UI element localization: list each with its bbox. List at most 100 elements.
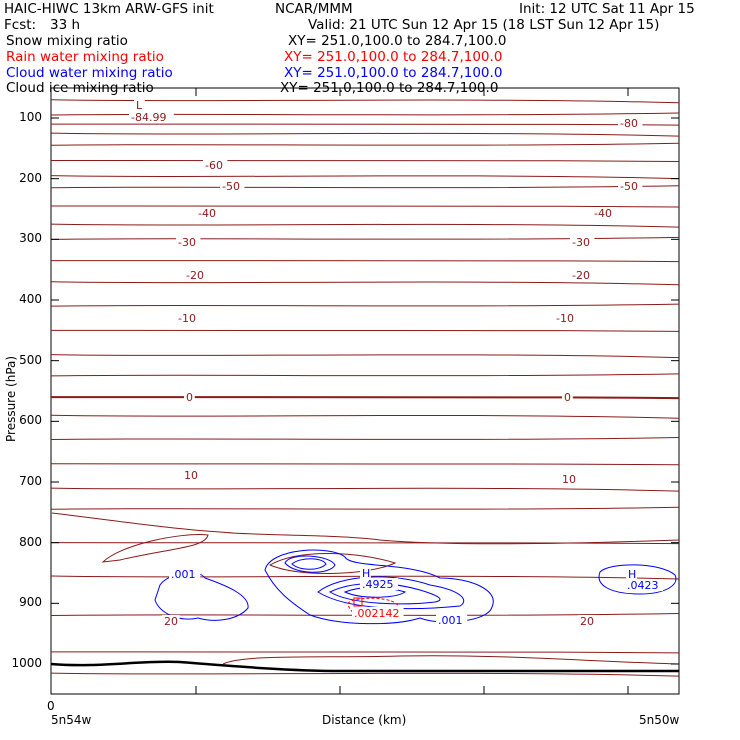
cloud-water-contour: [154, 572, 249, 621]
cloud-water-max-label: .4925: [362, 578, 394, 591]
cloud-water-max-label-bg: [360, 578, 398, 590]
isotherm-label: -10: [178, 312, 196, 325]
y-tick-label: 400: [19, 292, 42, 306]
isotherm-label: -60: [205, 159, 223, 172]
isotherm-label: 20: [580, 615, 594, 628]
y-tick-label: 900: [19, 595, 42, 610]
isotherm-label: 10: [562, 473, 576, 486]
isotherm-label-bg: [203, 159, 228, 171]
isotherm-label: -84.99: [131, 111, 166, 124]
isotherm-label: -20: [572, 269, 590, 282]
isotherm-line-700: [51, 512, 680, 545]
y-tick-label: 700: [19, 474, 42, 488]
isotherm-label: 0: [186, 391, 193, 404]
model-title: HAIC-HIWC 13km ARW-GFS init: [4, 1, 214, 17]
closed-contour: [268, 553, 397, 574]
high-marker-bg: [360, 567, 371, 579]
cloud-water-label: .001: [438, 614, 463, 627]
high-marker: H: [628, 568, 636, 581]
isotherm-line: [50, 506, 680, 510]
isotherm-label-bg: [560, 473, 578, 485]
isotherm-line: [50, 575, 680, 580]
isotherm-label: -50: [620, 180, 638, 193]
isotherm-label-bg: [182, 469, 200, 481]
x-end-label: 5n50w: [639, 713, 680, 727]
isotherm-label-bg: [176, 312, 201, 324]
high-marker: H: [362, 567, 370, 580]
field-rain-xy: XY= 251.0,100.0 to 284.7,100.0: [284, 49, 503, 65]
isotherm-label: -30: [572, 236, 590, 249]
low-marker: L: [136, 99, 143, 112]
isotherm-label-bg: [184, 269, 209, 281]
y-tick-label: 200: [19, 170, 42, 185]
isotherm-label-bg: [592, 207, 617, 219]
isotherm-line: [50, 437, 680, 441]
y-axis-title: Pressure (hPa): [4, 355, 18, 442]
y-tick-label: 600: [19, 413, 42, 428]
y-tick-label: 800: [19, 534, 42, 549]
isotherm-line: [50, 463, 680, 466]
terrain-line: [50, 660, 679, 673]
isotherm-label: 0: [564, 391, 571, 404]
low-marker-bg: [134, 99, 145, 111]
isotherm-line: [50, 132, 680, 137]
valid-time: Valid: 21 UTC Sun 12 Apr 15 (18 LST Sun …: [308, 17, 660, 33]
init-time: Init: 12 UTC Sat 11 Apr 15: [519, 1, 695, 17]
cloud-water-max-label-bg: [625, 579, 663, 591]
isotherm-line: [50, 142, 680, 146]
rain-max-label: .002142: [354, 607, 400, 620]
isotherm-label-bg: [570, 236, 595, 248]
x-axis-title: Distance (km): [322, 713, 407, 727]
isotherm-line: [50, 112, 680, 116]
temperature-contours: [50, 99, 680, 677]
isotherm-line: [50, 260, 680, 263]
isotherm-label-bg: [618, 180, 643, 192]
rain-marker: [353, 597, 363, 607]
isotherm-label-bg: [220, 180, 245, 192]
isotherm-line: [50, 185, 680, 189]
isotherm-label-bg: [162, 615, 180, 627]
isotherm-line: [50, 651, 680, 654]
isotherm-line: [50, 373, 680, 377]
isotherm-label: -80: [620, 117, 638, 130]
isotherm-label-bg: [618, 117, 643, 129]
axis-ticks: [50, 88, 679, 694]
isotherm-label: 10: [184, 469, 198, 482]
cloud-water-label-bg: [436, 614, 468, 626]
isotherm-line: [50, 487, 680, 492]
cloud-water-contour: [284, 555, 336, 573]
isotherm-label: -30: [178, 236, 196, 249]
field-snow-name: Snow mixing ratio: [6, 33, 128, 49]
isotherm-line: [50, 159, 680, 162]
isotherm-line: [50, 672, 680, 677]
isotherm-line: [50, 303, 680, 307]
isotherm-label: -50: [222, 180, 240, 193]
contour-labels: -84.99 -80 -60 -50 -50 -40 -40 -30 -30 -20 -20 -10 -…: [129, 99, 663, 628]
isotherm-label: -10: [556, 312, 574, 325]
isotherm-line: [50, 281, 680, 286]
isotherm-label-bg: [184, 391, 195, 403]
isotherm-label-bg: [578, 615, 596, 627]
isotherm-label-bg: [196, 207, 221, 219]
field-cloudwater-name: Cloud water mixing ratio: [6, 65, 173, 81]
y-tick-label: 300: [19, 231, 42, 246]
isotherm-line: [50, 205, 680, 208]
isotherm-label-bg: [570, 269, 595, 281]
y-tick-label: 1000: [11, 656, 42, 670]
isotherm-label: 20: [164, 615, 178, 628]
isotherm-line: [50, 223, 680, 228]
cloud-water-contour: [598, 564, 677, 595]
field-snow-xy: XY= 251.0,100.0 to 284.7,100.0: [288, 33, 507, 49]
isotherm-line: [50, 123, 680, 126]
isotherm-label-bg: [562, 391, 573, 403]
isotherm-line: [50, 329, 680, 332]
isotherm-line: [50, 612, 680, 616]
cloud-water-max-label: .0423: [627, 579, 659, 592]
cloud-water-label-bg: [169, 568, 201, 580]
field-rain-name: Rain water mixing ratio: [6, 49, 164, 65]
isotherm-label-bg: [129, 111, 174, 123]
isotherm-label: -40: [198, 207, 216, 220]
field-cloudwater-xy: XY= 251.0,100.0 to 284.7,100.0: [284, 65, 503, 81]
closed-contour: [101, 534, 209, 563]
